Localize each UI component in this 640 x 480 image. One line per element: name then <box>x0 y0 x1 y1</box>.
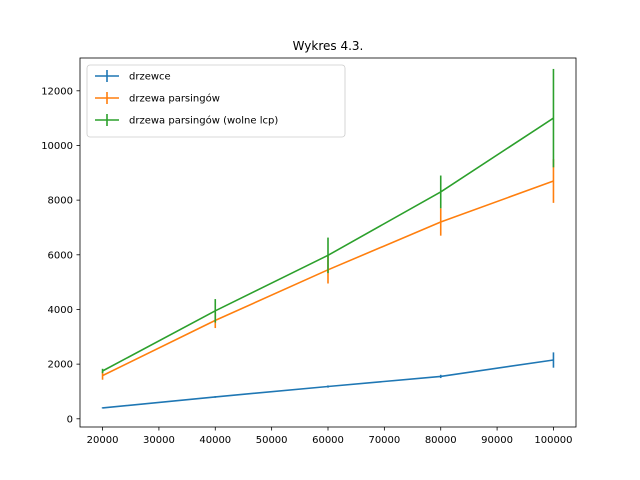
y-tick-label: 4000 <box>48 305 73 316</box>
x-tick-label: 90000 <box>481 435 513 446</box>
legend-label: drzewce <box>129 72 171 83</box>
y-tick-label: 8000 <box>48 196 73 207</box>
y-tick-label: 6000 <box>48 250 73 261</box>
x-tick-label: 50000 <box>256 435 288 446</box>
y-tick-label: 12000 <box>41 86 73 97</box>
y-tick-label: 2000 <box>48 360 73 371</box>
y-tick-label: 10000 <box>41 141 73 152</box>
plot-area: 20000 30000 40000 50000 60000 70000 80000 90000… <box>41 57 577 446</box>
x-tick-label: 70000 <box>368 435 400 446</box>
x-tick-label: 30000 <box>143 435 175 446</box>
legend-box <box>86 64 346 138</box>
series-2 <box>101 68 555 374</box>
y-tick-label: 0 <box>67 414 73 425</box>
series-line <box>102 359 554 409</box>
legend-item: drzewa parsingów (wolne lcp) <box>95 114 278 127</box>
x-tick-label: 40000 <box>199 435 231 446</box>
series-0 <box>101 352 555 409</box>
x-tick-label: 80000 <box>425 435 457 446</box>
chart-title: Wykres 4.3. <box>293 39 364 53</box>
x-tick-label: 100000 <box>534 435 572 446</box>
legend-item: drzewa parsingów <box>95 92 220 105</box>
legend-label: drzewa parsingów (wolne lcp) <box>129 115 278 127</box>
x-tick-label: 60000 <box>312 435 344 446</box>
legend: drzewce drzewa parsingów drzewa parsingów … <box>86 64 346 138</box>
x-tick-label: 20000 <box>87 435 119 446</box>
legend-item: drzewce <box>95 70 171 83</box>
legend-label: drzewa parsingów <box>129 93 220 105</box>
